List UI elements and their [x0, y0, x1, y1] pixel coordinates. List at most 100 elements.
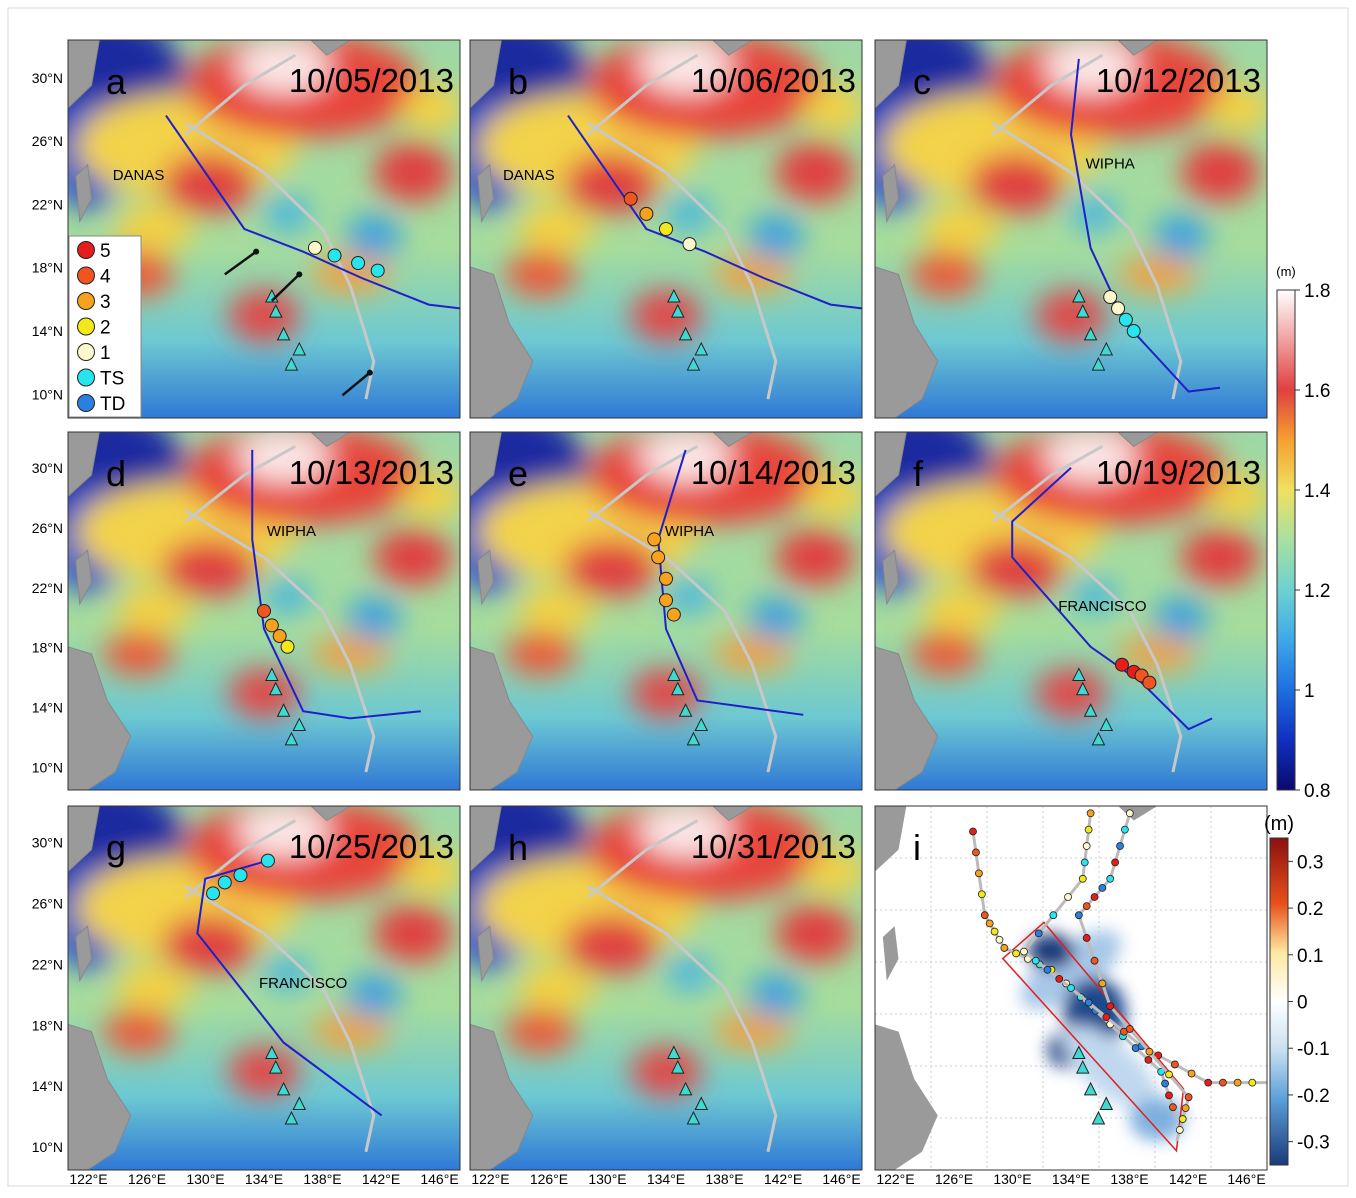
ssh-blob — [103, 632, 174, 675]
arrow-head — [253, 249, 259, 255]
panel-date: 10/25/2013 — [289, 828, 454, 865]
lat-tick-label: 14°N — [32, 1078, 63, 1094]
storm-position — [972, 849, 979, 856]
map-panel: g10/25/2013FRANCISCO30°N26°N22°N18°N14°N… — [13, 777, 464, 1187]
storm-name: FRANCISCO — [1058, 598, 1146, 615]
lon-tick-label: 122°E — [471, 1171, 509, 1187]
colorbar-tick-label: -0.2 — [1297, 1086, 1330, 1107]
lon-tick-label: 126°E — [935, 1171, 973, 1187]
lat-tick-label: 30°N — [32, 70, 63, 86]
storm-position — [1079, 875, 1086, 882]
colorbar-tick-label: 1 — [1304, 681, 1315, 702]
legend-label: 4 — [100, 267, 111, 288]
storm-position — [1083, 934, 1090, 941]
ssh-blob — [748, 214, 803, 259]
legend-label: TS — [100, 369, 124, 390]
lon-tick-label: 142°E — [1169, 1171, 1207, 1187]
storm-position — [1127, 325, 1140, 338]
storm-position — [1083, 843, 1090, 850]
storm-position — [207, 887, 220, 900]
storm-position — [1112, 302, 1125, 315]
storm-position — [258, 605, 271, 618]
ssh-blob — [748, 973, 803, 1017]
lon-tick-label: 134°E — [647, 1171, 685, 1187]
storm-position — [1001, 944, 1008, 951]
storm-position — [978, 891, 985, 898]
storm-position — [1099, 980, 1106, 987]
panel-label: h — [508, 827, 528, 868]
colorbar-tick-label: 0 — [1297, 993, 1308, 1014]
lon-tick-label: 122°E — [69, 1171, 107, 1187]
panel-label: a — [106, 61, 127, 102]
storm-position — [667, 608, 680, 621]
lat-tick-label: 26°N — [32, 133, 63, 149]
legend-swatch — [78, 267, 95, 284]
storm-position — [1145, 1056, 1152, 1063]
lon-tick-label: 122°E — [876, 1171, 914, 1187]
storm-position — [1234, 1079, 1241, 1086]
colorbar-tick-label: -0.1 — [1297, 1039, 1330, 1060]
panel-label: f — [913, 453, 924, 494]
ssh-blob — [229, 1046, 300, 1097]
panel-label: c — [913, 61, 931, 102]
ssh-blob — [162, 915, 256, 973]
ssh-blob — [162, 153, 256, 213]
storm-position — [1146, 1048, 1153, 1055]
map-panel: f10/19/2013FRANCISCO — [820, 403, 1271, 790]
storm-position — [1112, 859, 1119, 866]
colorbar-fill — [1270, 838, 1288, 1165]
ssh-blob — [631, 668, 702, 718]
lat-tick-label: 18°N — [32, 260, 63, 276]
ssh-blob — [505, 252, 576, 297]
ssh-blob — [631, 289, 702, 342]
panel-date: 10/14/2013 — [691, 454, 856, 491]
lon-tick-label: 146°E — [822, 1171, 860, 1187]
lat-tick-label: 26°N — [32, 895, 63, 911]
storm-position — [1044, 966, 1051, 973]
lon-tick-label: 138°E — [705, 1171, 743, 1187]
storm-position — [1179, 1116, 1186, 1123]
colorbar-tick-label: 1.2 — [1304, 581, 1330, 602]
panel-label: i — [913, 827, 921, 868]
storm-name: FRANCISCO — [259, 975, 347, 992]
storm-position — [265, 619, 278, 632]
colorbar: 0.30.20.10-0.1-0.2-0.3(m) — [1264, 813, 1330, 1165]
lon-tick-label: 142°E — [764, 1171, 802, 1187]
storm-position — [1188, 1070, 1195, 1077]
storm-position — [1107, 1003, 1114, 1010]
colorbar-tick-label: 0.8 — [1304, 781, 1330, 802]
storm-position — [1115, 658, 1128, 671]
storm-position — [1117, 843, 1124, 850]
lon-tick-label: 138°E — [1110, 1171, 1148, 1187]
panel-date: 10/06/2013 — [691, 62, 856, 99]
ssh-blob — [517, 966, 595, 1010]
map-panel: e10/14/2013WIPHA — [415, 403, 866, 790]
storm-position — [261, 854, 274, 867]
ssh-blob — [346, 214, 401, 259]
storm-position — [991, 928, 998, 935]
ssh-blob — [1153, 597, 1208, 640]
storm-position — [1075, 912, 1082, 919]
lat-tick-label: 22°N — [32, 196, 63, 212]
lon-tick-label: 126°E — [530, 1171, 568, 1187]
ssh-blob — [666, 955, 713, 991]
ssh-blob — [910, 632, 981, 675]
panel-date: 10/05/2013 — [289, 62, 454, 99]
storm-position — [1099, 884, 1106, 891]
map-panel: h10/31/2013122°E126°E130°E134°E138°E142°… — [415, 777, 866, 1187]
lat-tick-label: 10°N — [32, 386, 63, 402]
storm-position — [1083, 903, 1090, 910]
lat-tick-label: 10°N — [32, 1139, 63, 1155]
panel-label: e — [508, 453, 528, 494]
colorbar-tick-label: 1.4 — [1304, 481, 1331, 502]
storm-position — [996, 936, 1003, 943]
storm-position — [1104, 291, 1117, 304]
storm-position — [652, 551, 665, 564]
ssh-blob — [564, 915, 658, 973]
storm-position — [1219, 1079, 1226, 1086]
storm-position — [1056, 975, 1063, 982]
storm-position — [1171, 1061, 1178, 1068]
lon-tick-label: 146°E — [420, 1171, 458, 1187]
lon-tick-label: 130°E — [993, 1171, 1031, 1187]
ssh-blob — [631, 1046, 702, 1097]
